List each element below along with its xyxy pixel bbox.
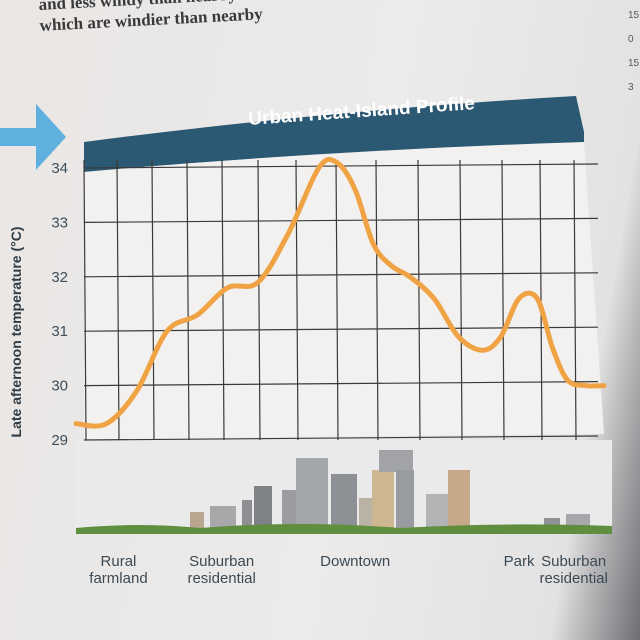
x-category-label-line: farmland xyxy=(89,570,147,587)
building xyxy=(448,470,470,528)
grid-line-vertical xyxy=(151,159,155,441)
side-number: 0 xyxy=(628,34,634,45)
grid-line-vertical xyxy=(539,159,543,441)
grid-line-vertical xyxy=(221,159,225,441)
x-category-label-line: Downtown xyxy=(320,553,390,570)
grid-line-vertical xyxy=(417,159,421,441)
series-line xyxy=(73,157,607,429)
building xyxy=(210,506,236,528)
grid-line-vertical xyxy=(83,159,87,441)
y-tick-label: 32 xyxy=(51,269,68,286)
building xyxy=(372,470,394,528)
grid-line-vertical xyxy=(501,159,505,441)
building xyxy=(396,470,414,528)
y-tick-label: 33 xyxy=(51,214,68,231)
side-page-numbers: 15 0 15 3 xyxy=(628,10,639,106)
x-category-label-line: Park xyxy=(504,553,535,570)
side-number: 3 xyxy=(628,82,634,93)
x-category-label-line: Suburban xyxy=(541,553,606,570)
building xyxy=(254,486,272,528)
grid-line-vertical xyxy=(116,159,120,441)
y-tick-label: 31 xyxy=(51,323,68,340)
building xyxy=(282,490,296,528)
x-category-label: Suburban residential xyxy=(539,553,607,587)
building xyxy=(426,494,448,528)
grid-line-vertical xyxy=(375,159,379,441)
side-number: 15 xyxy=(628,10,640,21)
x-category-label: Rural farmland xyxy=(89,553,147,587)
building xyxy=(190,512,204,528)
grid-line-horizontal xyxy=(83,272,599,278)
building xyxy=(331,474,357,528)
title-banner xyxy=(84,96,584,172)
building xyxy=(379,450,413,472)
x-category-label-line: Rural xyxy=(101,553,137,570)
building xyxy=(544,518,560,528)
y-tick-label: 29 xyxy=(51,432,68,449)
y-tick-label: 34 xyxy=(51,160,68,177)
x-category-label: Downtown xyxy=(320,553,390,570)
y-axis-label: Late afternoon temperature (°C) xyxy=(8,227,24,438)
grid-line-vertical xyxy=(335,159,339,441)
x-category-label: Suburban residential xyxy=(187,553,255,587)
grid-line-vertical xyxy=(257,159,261,441)
grid-line-horizontal xyxy=(83,381,599,387)
grid-line-vertical xyxy=(459,159,463,441)
x-category-label-line: residential xyxy=(187,570,255,587)
x-category-label-line: Suburban xyxy=(189,553,254,570)
pointer-arrow-icon xyxy=(0,104,66,170)
y-axis-ticks: 29 30 31 32 33 34 xyxy=(51,160,68,449)
x-category-label: Park xyxy=(504,553,535,570)
grid-line-vertical xyxy=(295,159,299,441)
grid-line-vertical xyxy=(573,159,577,441)
y-tick-label: 30 xyxy=(51,378,68,395)
grid-line-horizontal xyxy=(83,435,599,441)
city-skyline xyxy=(190,450,590,528)
building xyxy=(566,514,590,528)
building xyxy=(296,458,328,528)
building xyxy=(359,498,373,528)
grid-line-vertical xyxy=(186,159,190,441)
building xyxy=(242,500,252,528)
ground-greenery xyxy=(76,524,612,534)
plot-panel xyxy=(84,142,604,440)
grid-line-horizontal xyxy=(83,217,599,223)
side-number: 15 xyxy=(628,58,640,69)
x-category-label-line: residential xyxy=(539,570,607,587)
